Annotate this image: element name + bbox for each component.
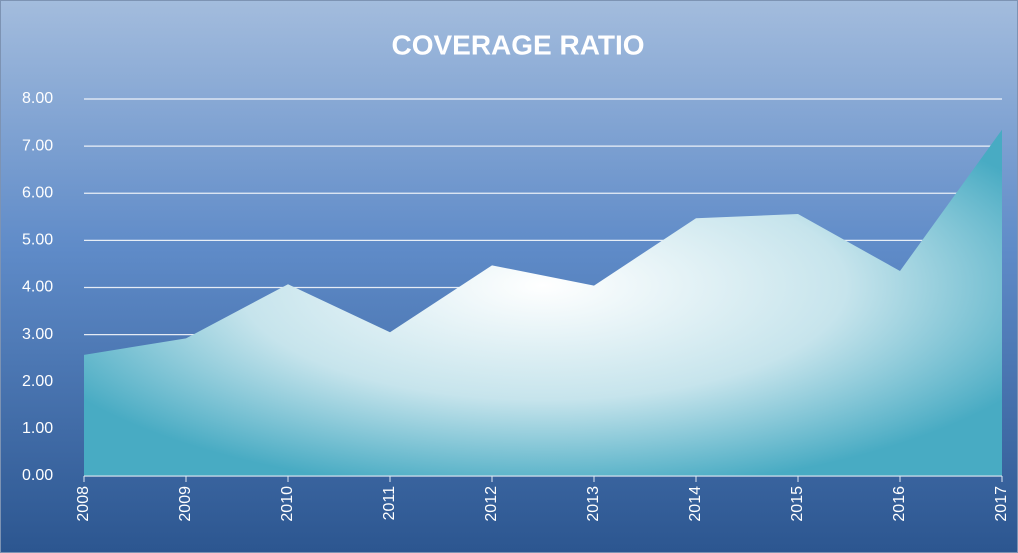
x-tick-label: 2017 bbox=[993, 486, 1010, 522]
x-tick-label: 2013 bbox=[585, 486, 602, 522]
x-tick-label: 2008 bbox=[75, 486, 92, 522]
y-tick-label: 1.00 bbox=[22, 420, 53, 437]
x-tick-label: 2015 bbox=[789, 486, 806, 522]
x-tick-label: 2012 bbox=[483, 486, 500, 522]
y-tick-label: 6.00 bbox=[22, 184, 53, 201]
chart-title: COVERAGE RATIO bbox=[391, 29, 644, 60]
y-tick-label: 3.00 bbox=[22, 326, 53, 343]
x-tick-label: 2010 bbox=[279, 486, 296, 522]
x-tick-label: 2009 bbox=[177, 486, 194, 522]
y-tick-label: 5.00 bbox=[22, 232, 53, 249]
y-tick-label: 8.00 bbox=[22, 90, 53, 107]
y-tick-label: 0.00 bbox=[22, 467, 53, 484]
y-tick-label: 7.00 bbox=[22, 137, 53, 154]
y-tick-label: 2.00 bbox=[22, 373, 53, 390]
x-tick-label: 2011 bbox=[381, 486, 398, 521]
y-tick-label: 4.00 bbox=[22, 279, 53, 296]
x-tick-label: 2014 bbox=[687, 486, 704, 522]
x-tick-label: 2016 bbox=[891, 486, 908, 522]
area bbox=[84, 129, 1002, 476]
